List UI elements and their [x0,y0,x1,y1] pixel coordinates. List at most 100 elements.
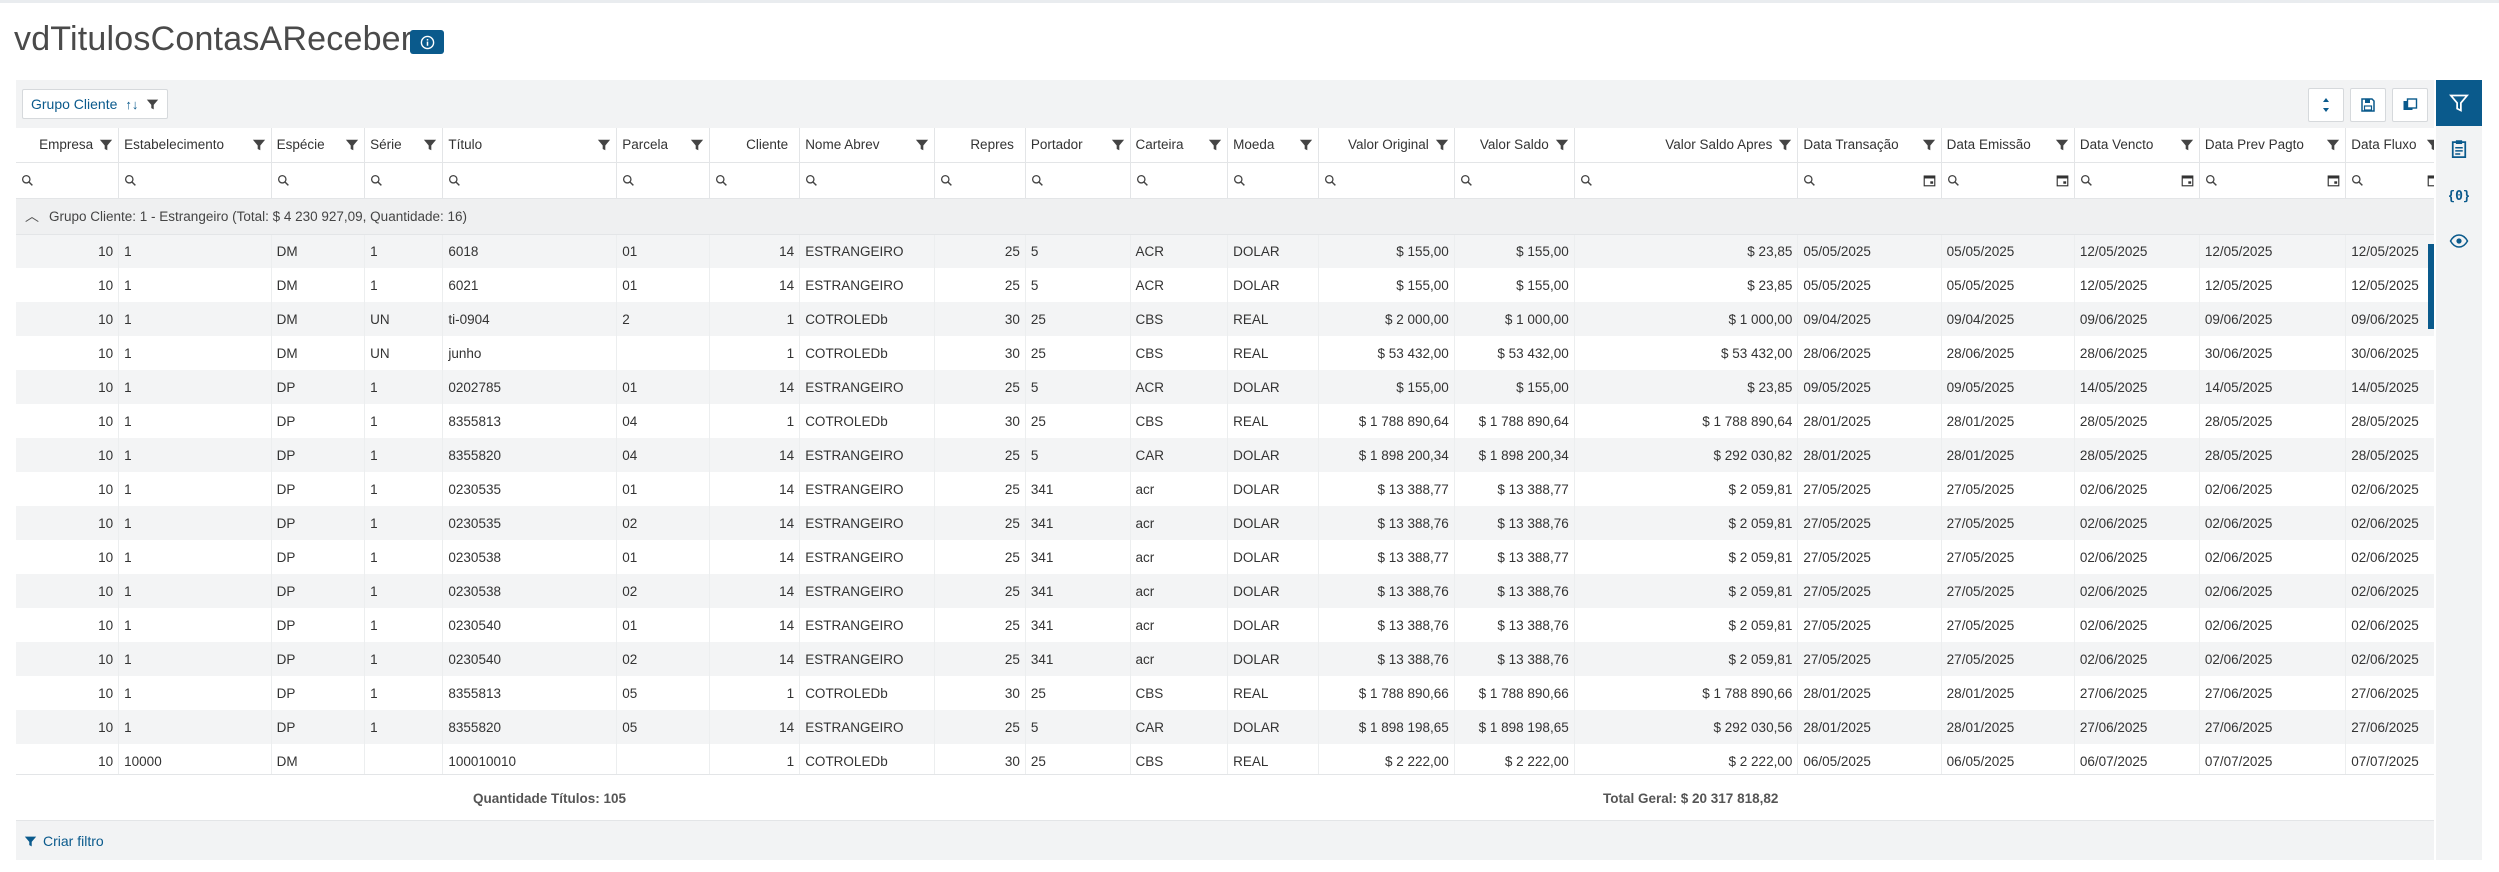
table-cell: DP [271,540,366,574]
sort-icon[interactable]: ↑↓ [125,96,139,112]
expand-collapse-button[interactable] [2308,88,2344,122]
column-search-input[interactable] [442,162,618,199]
table-row[interactable]: 10 1 DP 1 8355820 05 14 ESTRANGEIRO 25 5 CAR DOLAR $… [16,710,2434,744]
table-row[interactable]: 10 1 DP 1 0230535 02 14 ESTRANGEIRO 25 341 acr DOLA… [16,506,2434,540]
filter-icon[interactable] [2326,138,2340,152]
eye-button[interactable] [2436,218,2482,264]
column-header[interactable]: Valor Original [1318,128,1455,163]
column-header[interactable]: Estabelecimento [118,128,272,163]
info-button[interactable] [410,30,444,54]
column-header[interactable]: Valor Saldo Apres [1574,128,1799,163]
column-header[interactable]: Data Emissão [1941,128,2075,163]
table-row[interactable]: 10 1 DP 1 0230540 02 14 ESTRANGEIRO 25 341 acr DOLA… [16,642,2434,676]
table-row[interactable]: 10 1 DP 1 0230538 01 14 ESTRANGEIRO 25 341 acr DOLA… [16,540,2434,574]
criar-filtro-link[interactable]: Criar filtro [24,833,104,849]
filter-icon[interactable] [915,138,929,152]
filter-icon[interactable] [1299,138,1313,152]
table-row[interactable]: 10 1 DP 1 0230535 01 14 ESTRANGEIRO 25 341 acr DOLA… [16,472,2434,506]
vertical-scrollbar[interactable] [2428,244,2434,329]
column-header[interactable]: Portador [1025,128,1131,163]
table-cell: 2 [616,302,710,336]
column-search-input[interactable] [1941,162,2075,199]
table-row[interactable]: 10 1 DM UN ti-0904 2 1 COTROLEDb 30 25 CBS REAL $ 2 … [16,302,2434,336]
table-row[interactable]: 10 1 DP 1 0230540 01 14 ESTRANGEIRO 25 341 acr DOLA… [16,608,2434,642]
filter-icon[interactable] [1208,138,1222,152]
column-header[interactable]: Data Fluxo [2345,128,2434,163]
column-header[interactable]: Moeda [1227,128,1319,163]
table-row[interactable]: 10 1 DP 1 0202785 01 14 ESTRANGEIRO 25 5 ACR DOLAR $… [16,370,2434,404]
clipboard-button[interactable] [2436,126,2482,172]
column-header[interactable]: Data Transação [1797,128,1942,163]
column-search-input[interactable] [2199,162,2347,199]
chevron-up-icon[interactable]: ︿ [25,208,39,224]
table-row[interactable]: 10 1 DP 1 8355820 04 14 ESTRANGEIRO 25 5 CAR DOLAR $… [16,438,2434,472]
column-search-input[interactable] [1130,162,1229,199]
column-search-input[interactable] [1574,162,1799,199]
column-header[interactable]: Carteira [1130,128,1229,163]
column-search-input[interactable] [16,162,120,199]
column-header[interactable]: Série [364,128,444,163]
column-search-input[interactable] [1318,162,1455,199]
filter-panel-button[interactable] [2436,80,2482,126]
column-header[interactable]: Empresa [16,128,120,163]
filter-icon[interactable] [423,138,437,152]
column-search-input[interactable] [1227,162,1319,199]
column-search-input[interactable] [2345,162,2434,199]
braces-button[interactable]: {0} [2436,172,2482,218]
filter-icon[interactable] [2426,138,2434,152]
column-header[interactable]: Data Vencto [2074,128,2200,163]
table-row[interactable]: 10 1 DP 1 8355813 05 1 COTROLEDb 30 25 CBS REAL $ 1 … [16,676,2434,710]
filter-icon[interactable] [1111,138,1125,152]
table-cell: $ 23,85 [1574,370,1799,404]
column-header[interactable]: Título [442,128,618,163]
column-search-input[interactable] [2074,162,2200,199]
filter-icon[interactable] [690,138,704,152]
calendar-icon[interactable] [2327,174,2340,187]
calendar-icon[interactable] [1923,174,1936,187]
copy-button[interactable] [2392,88,2428,122]
filter-icon[interactable] [146,98,159,111]
column-search-input[interactable] [1025,162,1131,199]
column-search-input[interactable] [271,162,366,199]
filter-icon[interactable] [252,138,266,152]
column-search-input[interactable] [799,162,936,199]
table-cell: 10 [16,506,120,540]
column-search-input[interactable] [709,162,801,199]
table-row[interactable]: 10 1 DM 1 6018 01 14 ESTRANGEIRO 25 5 ACR DOLAR $ 15… [16,234,2434,268]
filter-icon[interactable] [1922,138,1936,152]
column-search-input[interactable] [616,162,710,199]
table-row[interactable]: 10 1 DM UN junho 1 COTROLEDb 30 25 CBS REAL $ 53 43… [16,336,2434,370]
column-search-input[interactable] [1797,162,1942,199]
calendar-icon[interactable] [2056,174,2069,187]
table-cell: REAL [1227,302,1319,336]
filter-icon[interactable] [1555,138,1569,152]
group-by-chip[interactable]: Grupo Cliente ↑↓ [22,89,169,119]
table-row[interactable]: 10 10000 DM 100010010 1 COTROLEDb 30 25 CBS REAL $… [16,744,2434,774]
filter-icon[interactable] [1435,138,1449,152]
filter-icon[interactable] [597,138,611,152]
calendar-icon[interactable] [2427,174,2434,187]
column-header[interactable]: Data Prev Pagto [2199,128,2347,163]
column-header[interactable]: Parcela [616,128,710,163]
table-row[interactable]: 10 1 DP 1 8355813 04 1 COTROLEDb 30 25 CBS REAL $ 1 … [16,404,2434,438]
column-search-input[interactable] [934,162,1026,199]
save-button[interactable] [2350,88,2386,122]
column-search-input[interactable] [364,162,444,199]
group-row[interactable]: ︿ Grupo Cliente: 1 - Estrangeiro (Total: … [16,198,2434,235]
filter-icon[interactable] [2180,138,2194,152]
calendar-icon[interactable] [2181,174,2194,187]
column-search-input[interactable] [118,162,272,199]
filter-icon[interactable] [1778,138,1792,152]
column-header[interactable]: Cliente [709,128,801,163]
filter-icon[interactable] [99,138,113,152]
column-search-input[interactable] [1454,162,1575,199]
column-header[interactable]: Espécie [271,128,366,163]
column-header[interactable]: Valor Saldo [1454,128,1575,163]
table-row[interactable]: 10 1 DM 1 6021 01 14 ESTRANGEIRO 25 5 ACR DOLAR $ 15… [16,268,2434,302]
filter-icon[interactable] [2055,138,2069,152]
column-header[interactable]: Repres [934,128,1026,163]
column-header[interactable]: Nome Abrev [799,128,936,163]
table-scroll-area[interactable]: Empresa Estabelecimento Espécie Série Título… [16,128,2434,774]
filter-icon[interactable] [345,138,359,152]
table-row[interactable]: 10 1 DP 1 0230538 02 14 ESTRANGEIRO 25 341 acr DOLA… [16,574,2434,608]
